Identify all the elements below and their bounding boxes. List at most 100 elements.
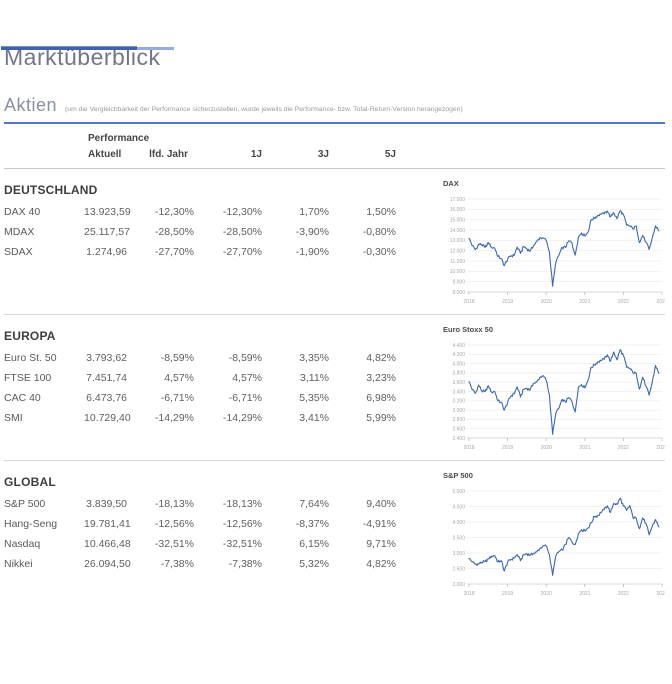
value-1j: 4,57% (232, 372, 262, 384)
value-lfd-jahr: -7,38% (160, 558, 194, 570)
svg-text:3.200: 3.200 (452, 399, 465, 405)
svg-text:2019: 2019 (502, 445, 513, 451)
value-lfd-jahr: -12,56% (154, 518, 194, 530)
chart-title-eurostoxx: Euro Stoxx 50 (443, 325, 494, 334)
table-header: Performance Aktuell lfd. Jahr 1J 3J 5J (4, 133, 665, 160)
table-row: Euro St. 50 3.793,62 -8,59% -8,59% 3,35%… (4, 352, 443, 372)
svg-text:2019: 2019 (502, 299, 513, 305)
top-accent-bar (1, 46, 174, 50)
svg-text:4.000: 4.000 (452, 361, 465, 367)
value-3j: -1,90% (295, 246, 329, 258)
svg-text:2.500: 2.500 (452, 566, 465, 572)
svg-text:4.400: 4.400 (452, 343, 465, 349)
value-5j: -4,91% (362, 518, 396, 530)
table-row: FTSE 100 7.451,74 4,57% 4,57% 3,11% 3,23… (4, 372, 443, 392)
svg-text:2019: 2019 (502, 591, 513, 597)
index-label: CAC 40 (4, 392, 41, 404)
table-row: S&P 500 3.839,50 -18,13% -18,13% 7,64% 9… (4, 498, 443, 518)
value-lfd-jahr: -14,29% (154, 412, 194, 424)
svg-text:2.600: 2.600 (452, 427, 465, 433)
value-3j: 1,70% (299, 206, 329, 218)
dax-chart: 8.000 9.000 10.000 11.000 12.000 13.000 14.000… (443, 194, 665, 314)
eurostoxx-chart: 2.400 2.600 2.800 3.000 3.200 3.400 3.600 3.800… (443, 340, 665, 460)
chart-title-sp500: S&P 500 (443, 471, 473, 480)
value-1j: -14,29% (222, 412, 262, 424)
table-row: SDAX 1.274,96 -27,70% -27,70% -1,90% -0,… (4, 246, 443, 266)
svg-text:3.000: 3.000 (452, 408, 465, 414)
value-1j: -12,30% (222, 206, 262, 218)
index-label: Nasdaq (4, 538, 41, 550)
accent-bar-dark-segment (1, 46, 137, 50)
svg-text:2021: 2021 (579, 445, 590, 451)
performance-group-label: Performance (88, 133, 150, 144)
value-5j: -0,80% (362, 226, 396, 238)
value-1j: -18,13% (222, 498, 262, 510)
table-row: DAX 40 13.923,59 -12,30% -12,30% 1,70% 1… (4, 206, 443, 226)
svg-text:2022: 2022 (618, 591, 629, 597)
aktien-heading: Aktien (um die Vergleichbarkeit der Perf… (4, 95, 665, 116)
value-5j: 5,99% (366, 412, 396, 424)
svg-text:2020: 2020 (541, 591, 552, 597)
svg-text:4.500: 4.500 (452, 504, 465, 510)
value-1j: -8,59% (228, 352, 262, 364)
svg-text:9.000: 9.000 (452, 279, 465, 285)
svg-text:2023: 2023 (656, 299, 665, 305)
col-lfd-jahr: lfd. Jahr (149, 149, 188, 160)
value-lfd-jahr: 4,57% (164, 372, 194, 384)
value-1j: -7,38% (228, 558, 262, 570)
svg-text:14.000: 14.000 (450, 228, 466, 234)
svg-text:2021: 2021 (579, 299, 590, 305)
table-row: MDAX 25.117,57 -28,50% -28,50% -3,90% -0… (4, 226, 443, 246)
value-lfd-jahr: -12,30% (154, 206, 194, 218)
value-aktuell: 13.923,59 (84, 206, 131, 218)
value-5j: 9,40% (366, 498, 396, 510)
value-aktuell: 7.451,74 (86, 372, 127, 384)
value-aktuell: 3.839,50 (86, 498, 127, 510)
sp500-chart: 2.000 2.500 3.000 3.500 4.000 4.500 5.000 2018 2… (443, 486, 665, 606)
value-3j: 5,32% (299, 558, 329, 570)
index-label: SMI (4, 412, 23, 424)
svg-text:2023: 2023 (656, 591, 665, 597)
svg-text:16.000: 16.000 (450, 207, 466, 213)
table-row: SMI 10.729,40 -14,29% -14,29% 3,41% 5,99… (4, 412, 443, 432)
svg-text:2022: 2022 (618, 445, 629, 451)
col-1j: 1J (250, 149, 262, 160)
value-3j: 3,11% (300, 372, 329, 384)
svg-text:2.000: 2.000 (452, 582, 465, 588)
value-aktuell: 1.274,96 (86, 246, 127, 258)
value-1j: -27,70% (222, 246, 262, 258)
value-lfd-jahr: -27,70% (154, 246, 194, 258)
svg-text:2.400: 2.400 (452, 436, 465, 442)
svg-text:2018: 2018 (463, 591, 474, 597)
svg-text:2022: 2022 (618, 299, 629, 305)
index-label: Euro St. 50 (4, 352, 57, 364)
section-europa: EUROPA Euro St. 50 3.793,62 -8,59% -8,59… (4, 315, 665, 460)
section-global: GLOBAL S&P 500 3.839,50 -18,13% -18,13% … (4, 461, 665, 606)
svg-text:12.000: 12.000 (450, 248, 466, 254)
value-lfd-jahr: -6,71% (160, 392, 194, 404)
col-aktuell: Aktuell (88, 149, 122, 160)
svg-text:17.000: 17.000 (450, 197, 466, 203)
section-title: GLOBAL (4, 475, 56, 489)
svg-text:3.600: 3.600 (452, 380, 465, 386)
index-label: MDAX (4, 226, 35, 238)
svg-text:3.000: 3.000 (452, 551, 465, 557)
value-lfd-jahr: -28,50% (154, 226, 194, 238)
value-aktuell: 19.781,41 (84, 518, 131, 530)
value-3j: -3,90% (295, 226, 329, 238)
svg-text:2018: 2018 (463, 445, 474, 451)
value-3j: 7,64% (299, 498, 329, 510)
col-5j: 5J (384, 149, 396, 160)
section-deutschland: DEUTSCHLAND DAX 40 13.923,59 -12,30% -12… (4, 169, 665, 314)
svg-text:2020: 2020 (541, 445, 552, 451)
index-label: FTSE 100 (4, 372, 52, 384)
svg-text:10.000: 10.000 (450, 269, 466, 275)
svg-text:15.000: 15.000 (450, 217, 466, 223)
svg-text:5.000: 5.000 (452, 489, 465, 495)
value-5j: 9,71% (366, 538, 396, 550)
value-aktuell: 3.793,62 (86, 352, 127, 364)
table-row: CAC 40 6.473,76 -6,71% -6,71% 5,35% 6,98… (4, 392, 443, 412)
value-1j: -32,51% (222, 538, 262, 550)
section-divider (4, 460, 665, 461)
value-3j: 6,15% (299, 538, 329, 550)
